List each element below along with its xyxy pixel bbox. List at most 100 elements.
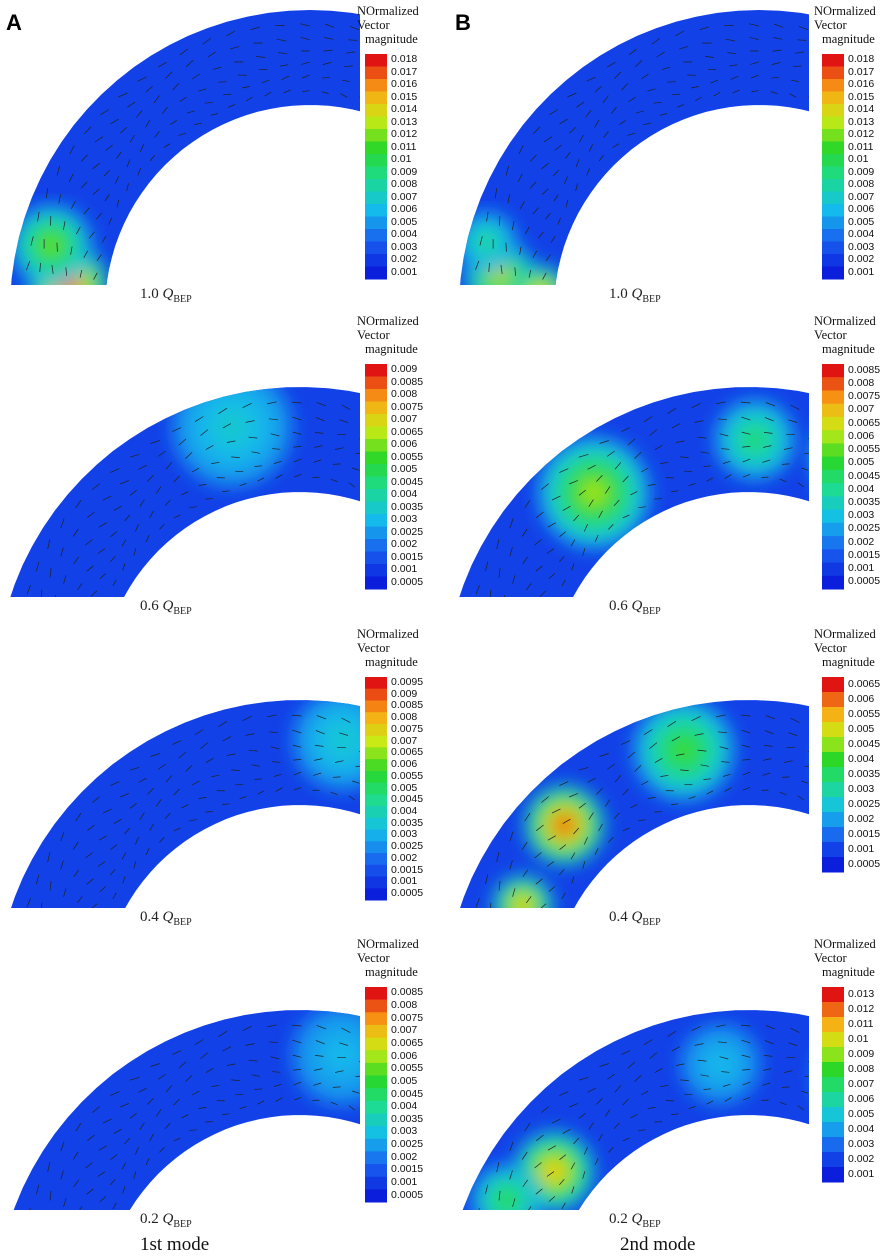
vector-arrow <box>124 827 131 835</box>
vector-arrow <box>173 827 181 832</box>
vector-arrow <box>99 886 107 892</box>
colorbar-tick-label: 0.0025 <box>391 840 424 853</box>
colorbar-swatch <box>365 1062 387 1076</box>
vector-arrow <box>189 506 197 509</box>
vector-arrow <box>783 1070 793 1073</box>
vector-arrow <box>724 474 732 479</box>
vector-arrow <box>559 468 569 473</box>
vector-arrow <box>697 436 707 439</box>
vector-arrow <box>562 818 571 824</box>
vector-arrow <box>341 717 351 723</box>
flow-rate-value: 0.6 <box>140 598 159 614</box>
vector-arrow <box>716 714 726 718</box>
vector-arrow <box>608 836 614 843</box>
colorbar-swatch <box>365 806 387 819</box>
colorbar-swatch <box>822 1167 844 1183</box>
vector-arrow <box>719 746 729 750</box>
vector-arrow <box>194 1039 204 1045</box>
colorbar-title-line: Vector <box>814 951 847 965</box>
vector-arrow <box>242 86 250 89</box>
colorbar-swatch <box>822 116 844 130</box>
vector-arrow <box>314 745 324 747</box>
vector-arrow <box>700 1074 710 1077</box>
vector-arrow <box>765 402 776 407</box>
vector-arrow <box>582 861 586 869</box>
vector-arrow <box>559 868 565 876</box>
vector-arrow <box>762 459 771 463</box>
vector-arrow <box>129 134 135 143</box>
vector-arrow <box>545 212 551 220</box>
vector-arrow <box>724 787 732 792</box>
vector-arrow <box>280 64 289 67</box>
vector-arrow <box>316 1025 327 1030</box>
vector-arrow <box>561 1202 566 1210</box>
vector-arrow <box>512 888 516 897</box>
vector-arrow <box>479 236 483 246</box>
vector-arrow <box>56 242 58 252</box>
vector-arrow <box>675 440 685 443</box>
colorbar-swatch <box>822 752 844 768</box>
vector-arrow <box>157 450 166 457</box>
vector-arrow <box>112 892 117 900</box>
vector-arrow <box>559 555 565 563</box>
colorbar-swatch <box>365 79 387 92</box>
flow-rate-value: 0.2 <box>140 1211 159 1227</box>
vector-arrow <box>505 165 509 176</box>
contour-plot <box>462 1010 809 1210</box>
vector-arrow <box>742 446 751 448</box>
vector-arrow <box>257 1100 265 1105</box>
vector-arrow <box>604 486 611 494</box>
colorbar-swatch <box>365 759 387 772</box>
vector-arrow <box>634 765 642 772</box>
vector-arrow <box>557 217 561 225</box>
vector-arrow <box>608 523 614 530</box>
vector-arrow <box>334 1070 344 1073</box>
vector-arrow <box>159 1146 165 1153</box>
colorbar-tick-label: 0.0025 <box>391 525 424 538</box>
vector-arrow <box>666 81 676 83</box>
vector-arrow <box>248 749 258 752</box>
vector-arrow <box>599 1063 609 1067</box>
vector-arrow <box>138 777 147 783</box>
hotspot-1-ring-4 <box>43 237 60 254</box>
colorbar-tick-label: 0.005 <box>848 1107 875 1120</box>
vector-arrow <box>578 802 587 809</box>
vector-arrow <box>179 48 189 56</box>
colorbar-tick-label: 0.008 <box>848 1062 875 1075</box>
vector-field <box>26 401 360 597</box>
colorbar-swatch <box>365 1138 387 1152</box>
vector-arrow <box>588 499 594 507</box>
colorbar-title: NOrmalized Vector magnitude <box>357 937 419 979</box>
vector-arrow <box>653 101 662 104</box>
colorbar-title: NOrmalized Vector magnitude <box>357 627 419 669</box>
vector-field <box>26 1024 360 1210</box>
vector-arrow <box>588 144 594 152</box>
vector-arrow <box>771 62 781 65</box>
vector-arrow <box>110 468 120 473</box>
vector-arrow <box>509 860 513 870</box>
vector-arrow <box>541 162 549 170</box>
colorbar-swatch <box>822 522 844 537</box>
vector-arrow <box>547 1145 556 1151</box>
flow-rate-subscript: BEP <box>642 1219 661 1230</box>
colorbar-swatch <box>365 817 387 830</box>
vector-arrow <box>26 260 31 271</box>
vector-arrow <box>92 483 100 490</box>
vector-arrow <box>727 52 737 55</box>
vector-arrow <box>706 477 714 482</box>
vector-arrow <box>741 431 751 435</box>
vector-arrow <box>551 1118 561 1124</box>
vector-arrow <box>124 514 131 522</box>
vector-arrow <box>659 113 668 116</box>
colorbar-swatch <box>822 254 844 267</box>
vector-arrow <box>114 176 119 184</box>
vector-arrow <box>339 732 349 736</box>
colorbar-tick-label: 0.006 <box>848 692 875 705</box>
flow-rate-label: 0.6 QBEP <box>609 598 661 617</box>
vector-arrow <box>790 1027 800 1033</box>
vector-arrow <box>322 62 332 65</box>
colorbar-tick-label: 0.0015 <box>848 548 881 561</box>
colorbar-swatch <box>822 469 844 484</box>
vector-arrow <box>697 749 707 752</box>
vector-arrow <box>90 903 98 908</box>
